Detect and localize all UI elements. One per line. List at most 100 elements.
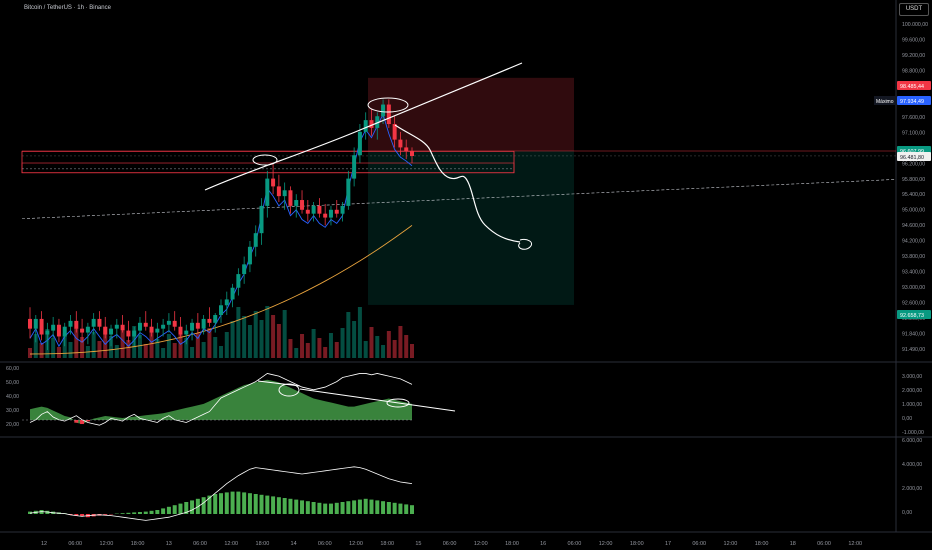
candle-body — [253, 233, 258, 247]
drawn-circle — [367, 97, 409, 113]
volume-bar — [392, 340, 397, 358]
time-axis-label: 18:00 — [755, 541, 769, 547]
osc2-bar — [352, 500, 357, 514]
price-tick-label: 100.000,00 — [902, 22, 928, 28]
time-axis-label: 18:00 — [505, 541, 519, 547]
volume-bar — [253, 311, 258, 358]
candle-body — [398, 139, 403, 148]
osc1-right-tick: -1.000,00 — [902, 430, 924, 436]
osc2-bar — [276, 497, 281, 514]
candle-body — [219, 305, 223, 316]
osc2-bar — [207, 495, 212, 514]
time-axis-label: 06:00 — [817, 541, 831, 547]
support-zone-inner — [21, 162, 515, 174]
volume-bar — [56, 347, 61, 358]
volume-bar — [224, 332, 229, 358]
candle-body — [282, 190, 287, 197]
candle-body — [166, 320, 171, 325]
osc1-line — [29, 373, 413, 426]
candle-body — [137, 322, 142, 331]
volume-bar — [317, 338, 322, 358]
price-tick-label: 92.200,00 — [902, 316, 925, 322]
volume-bar — [294, 348, 299, 358]
time-axis-label: 06:00 — [193, 541, 207, 547]
osc2-bar — [230, 491, 235, 514]
time-axis-label: 18 — [790, 541, 796, 547]
candle-body — [265, 178, 270, 206]
volume-bar — [109, 336, 114, 358]
price-tick-label: 91.490,00 — [902, 347, 925, 353]
candle-body — [363, 120, 368, 132]
time-axis-label: 16 — [540, 541, 546, 547]
osc2-bar — [242, 492, 247, 514]
candle-body — [74, 320, 79, 329]
candle-body — [143, 322, 148, 327]
time-axis-label: 06:00 — [443, 541, 457, 547]
candle-body — [190, 322, 195, 331]
candle-body — [56, 324, 61, 337]
candle-body — [97, 318, 102, 327]
osc2-bar — [126, 512, 131, 514]
osc2-bar — [247, 493, 252, 514]
osc2-bar — [172, 505, 177, 514]
volume-bar — [51, 338, 56, 358]
volume-bar — [195, 333, 200, 358]
osc2-bar — [392, 502, 397, 514]
ema-slow-line — [29, 225, 413, 355]
volume-bar — [404, 335, 409, 358]
time-axis-label: 12:00 — [599, 541, 613, 547]
volume-bar — [166, 334, 171, 358]
volume-bar — [97, 341, 102, 358]
price-badge-label: 96.481,80 — [900, 155, 924, 161]
osc2-bar — [143, 511, 148, 514]
candle-body — [259, 205, 264, 234]
candle-body — [392, 124, 397, 140]
volume-bar — [143, 344, 148, 358]
osc2-bar — [265, 495, 270, 514]
candle-body — [132, 330, 137, 337]
osc2-bar — [375, 500, 380, 514]
candle-body — [184, 330, 189, 335]
osc1-right-tick: 2.000,00 — [902, 388, 922, 394]
price-badge-label: 98.485,44 — [900, 84, 924, 90]
candle-body — [386, 104, 391, 125]
osc2-bar — [236, 491, 241, 514]
target-zone — [368, 151, 574, 305]
volume-bar — [126, 340, 131, 358]
candle-body — [357, 131, 362, 156]
candle-body — [126, 330, 131, 337]
time-axis-label: 06:00 — [692, 541, 706, 547]
currency-button[interactable]: USDT — [899, 3, 929, 16]
price-badge-label: 92.658,73 — [900, 313, 924, 319]
price-tick-label: 97.100,00 — [902, 130, 925, 136]
candle-body — [311, 205, 316, 214]
candle-body — [109, 328, 114, 335]
volume-bar — [410, 344, 414, 358]
candle-body — [201, 318, 206, 329]
candle-body — [51, 324, 56, 331]
osc2-bar — [74, 514, 79, 516]
time-axis-label: 06:00 — [568, 541, 582, 547]
osc2-bar — [357, 499, 362, 514]
candle-body — [39, 318, 44, 335]
candle-body — [346, 178, 351, 206]
osc2-bar — [317, 502, 322, 514]
candle-body — [381, 104, 386, 117]
volume-bar — [398, 326, 403, 358]
candle-body — [288, 190, 293, 206]
volume-bar — [219, 346, 223, 358]
osc2-bar — [190, 500, 195, 514]
volume-bar — [161, 348, 166, 358]
volume-bar — [236, 307, 241, 358]
volume-bar — [346, 312, 351, 358]
candle-body — [352, 155, 357, 179]
volume-bar — [259, 320, 264, 358]
osc1-neg-bar — [85, 420, 90, 422]
time-axis-label: 18:00 — [380, 541, 394, 547]
candle-body — [28, 318, 32, 329]
volume-bar — [230, 321, 235, 358]
candle-body — [178, 326, 183, 335]
price-tick-label: 93.800,00 — [902, 254, 925, 260]
time-axis-label: 13 — [166, 541, 172, 547]
